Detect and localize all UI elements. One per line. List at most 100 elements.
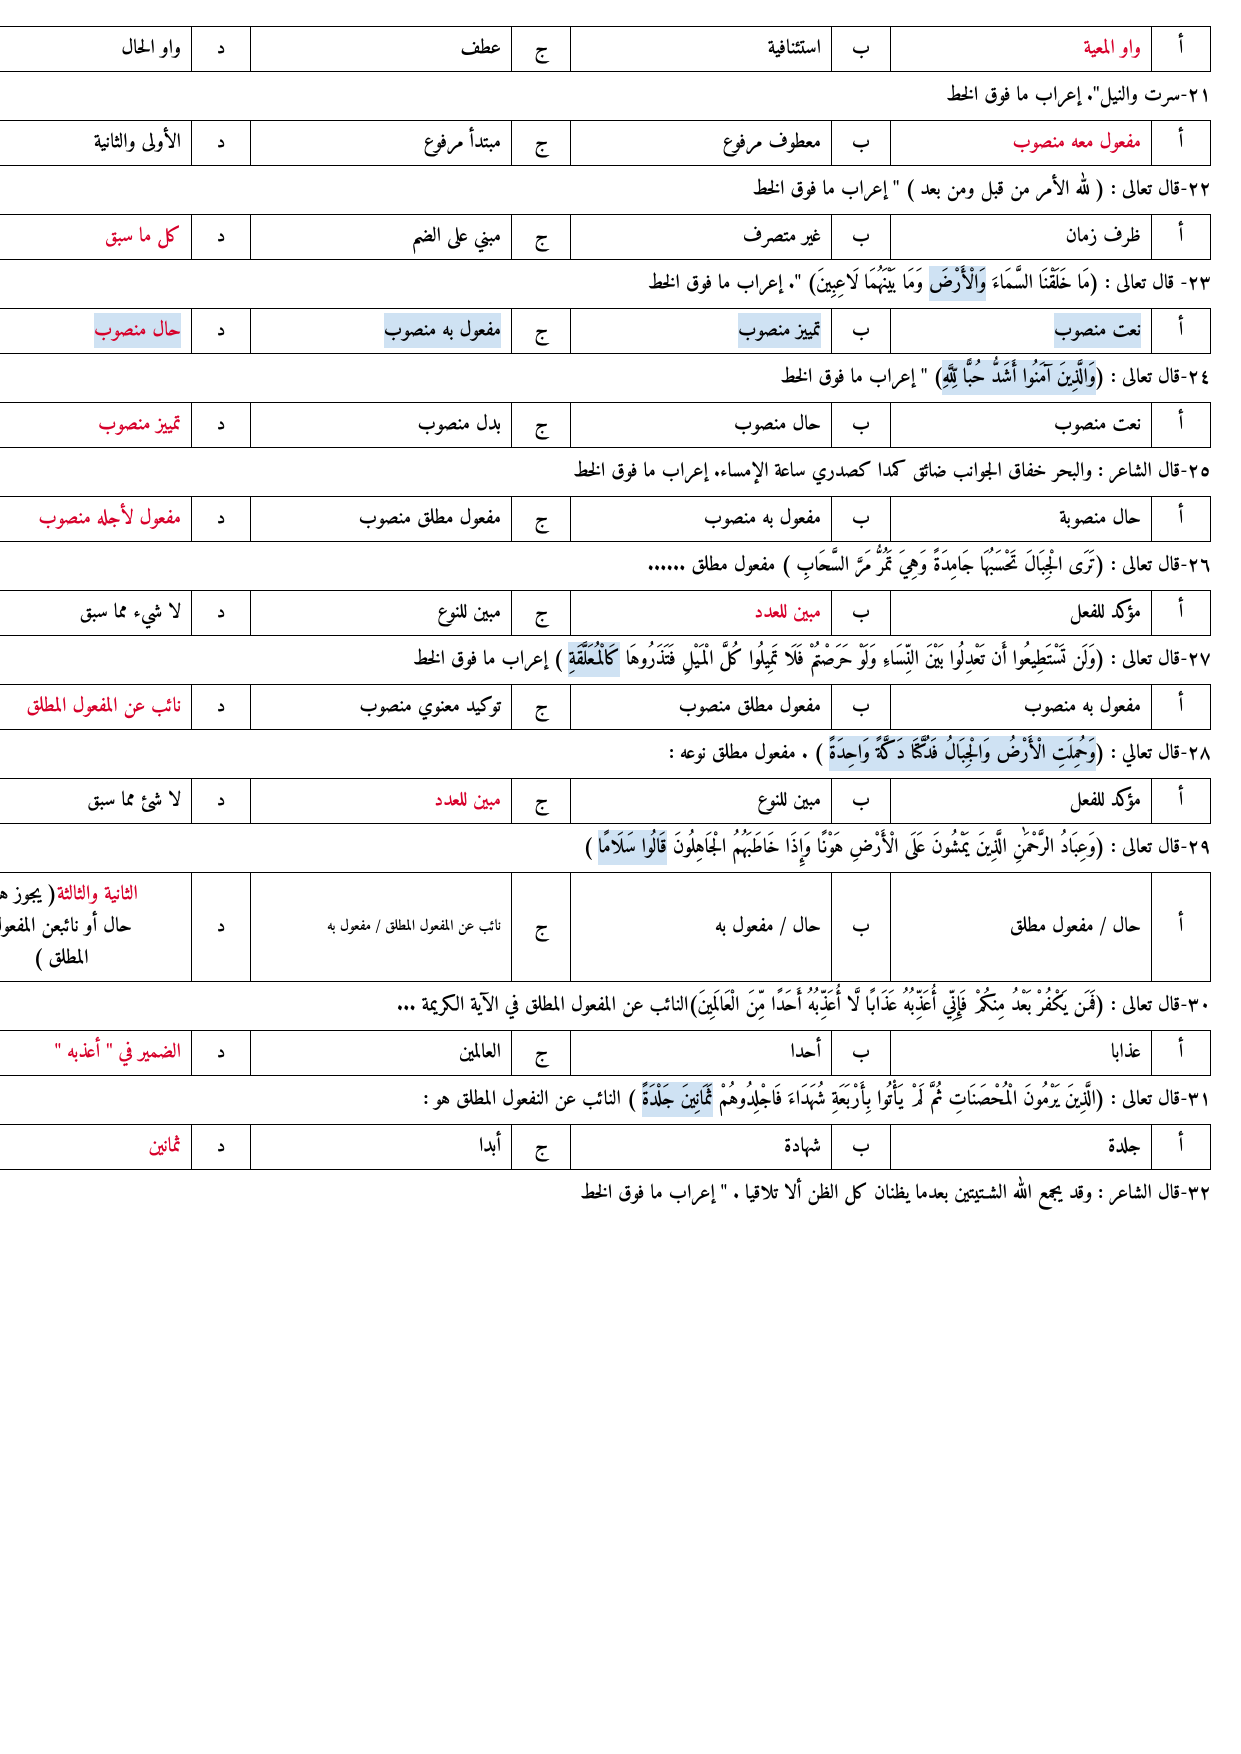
question-prompt: ٢٧-قال تعالى : (وَلَن تَسْتَطِيعُوا أَن … xyxy=(30,642,1211,678)
option-letter: أ xyxy=(1152,1125,1211,1170)
option-text: نعت منصوب xyxy=(891,403,1152,448)
option-letter: أ xyxy=(1152,27,1211,72)
option-text: مفعول به منصوب xyxy=(891,685,1152,730)
option-text: حال / مفعول به xyxy=(571,873,832,982)
option-letter: أ xyxy=(1152,403,1211,448)
option-letter: د xyxy=(192,1031,251,1076)
option-text: نائب عن المفعول المطلق xyxy=(0,685,192,730)
option-letter: د xyxy=(192,685,251,730)
option-letter: ج xyxy=(512,121,571,166)
option-text: مفعول لأجله منصوب xyxy=(0,497,192,542)
option-letter: ب xyxy=(832,121,891,166)
options-row: أواو المعيةباستئنافيةجعطفدواو الحال xyxy=(0,26,1211,72)
option-letter: د xyxy=(192,27,251,72)
option-letter: أ xyxy=(1152,779,1211,824)
option-letter: ب xyxy=(832,685,891,730)
options-row: أنعت منصوببتمييز منصوبجمفعول به منصوبدحا… xyxy=(0,308,1211,354)
option-text: معطوف مرفوع xyxy=(571,121,832,166)
option-text: مفعول معه منصوب xyxy=(891,121,1152,166)
option-text: مفعول مطلق منصوب xyxy=(251,497,512,542)
option-letter: ب xyxy=(832,1031,891,1076)
option-text: الثانية والثالثة( يجوز هوناحال أو نائبعن… xyxy=(0,873,192,982)
option-text: حال / مفعول مطلق xyxy=(891,873,1152,982)
option-letter: أ xyxy=(1152,873,1211,982)
option-text: مبين للعدد xyxy=(251,779,512,824)
option-text: واو الحال xyxy=(0,27,192,72)
option-text: حال منصوبة xyxy=(891,497,1152,542)
option-text: مفعول به منصوب xyxy=(571,497,832,542)
option-letter: ب xyxy=(832,591,891,636)
option-letter: ج xyxy=(512,309,571,354)
option-letter: ج xyxy=(512,873,571,982)
option-text: أحدا xyxy=(571,1031,832,1076)
option-text: أبدا xyxy=(251,1125,512,1170)
options-row: أظرف زمانبغير متصرفجمبني على الضمدكل ما … xyxy=(0,214,1211,260)
options-row: أحال منصوبةبمفعول به منصوبجمفعول مطلق من… xyxy=(0,496,1211,542)
option-letter: د xyxy=(192,873,251,982)
option-text: مبتدأ مرفوع xyxy=(251,121,512,166)
question-prompt: ٢٦-قال تعالى : (تَرَى الْجِبَالَ تَحْسَب… xyxy=(30,548,1211,584)
option-text: الضمير في " أعذبه " xyxy=(0,1031,192,1076)
option-letter: ب xyxy=(832,873,891,982)
option-letter: د xyxy=(192,403,251,448)
option-letter: د xyxy=(192,1125,251,1170)
option-letter: ج xyxy=(512,27,571,72)
option-text: استئنافية xyxy=(571,27,832,72)
option-text: مبني على الضم xyxy=(251,215,512,260)
option-letter: أ xyxy=(1152,685,1211,730)
options-row: أجلدةبشهادةجأبدادثمانين xyxy=(0,1124,1211,1170)
option-letter: أ xyxy=(1152,215,1211,260)
option-text: ظرف زمان xyxy=(891,215,1152,260)
option-letter: ج xyxy=(512,497,571,542)
option-text: نعت منصوب xyxy=(891,309,1152,354)
option-letter: ج xyxy=(512,591,571,636)
option-letter: ج xyxy=(512,779,571,824)
option-letter: ج xyxy=(512,1125,571,1170)
option-letter: أ xyxy=(1152,309,1211,354)
option-letter: ج xyxy=(512,215,571,260)
option-letter: ب xyxy=(832,309,891,354)
options-row: أمفعول به منصوببمفعول مطلق منصوبجتوكيد م… xyxy=(0,684,1211,730)
options-row: أمفعول معه منصوببمعطوف مرفوعجمبتدأ مرفوع… xyxy=(0,120,1211,166)
question-prompt: ٢٢-قال تعالى : ( لله الأمر من قبل ومن بع… xyxy=(30,172,1211,208)
option-text: توكيد معنوي منصوب xyxy=(251,685,512,730)
options-row: أحال / مفعول مطلقبحال / مفعول بهجنائب عن… xyxy=(0,872,1211,982)
question-prompt: ٢٨-قال تعالي : (وَحُمِلَتِ الْأَرْضُ وَا… xyxy=(30,736,1211,772)
option-text: ثمانين xyxy=(0,1125,192,1170)
option-letter: ج xyxy=(512,403,571,448)
option-text: مفعول مطلق منصوب xyxy=(571,685,832,730)
option-letter: د xyxy=(192,497,251,542)
option-text: واو المعية xyxy=(891,27,1152,72)
option-letter: ج xyxy=(512,1031,571,1076)
option-text: نائب عن المفعول المطلق / مفعول به xyxy=(251,873,512,982)
option-letter: أ xyxy=(1152,121,1211,166)
option-letter: ب xyxy=(832,215,891,260)
options-row: أمؤكد للفعلبمبين للعددجمبين للنوعدلا شيء… xyxy=(0,590,1211,636)
question-prompt: ٢٩-قال تعالى : (وَعِبَادُ الرَّحْمَٰنِ ا… xyxy=(30,830,1211,866)
option-letter: د xyxy=(192,121,251,166)
option-text: الأولى والثانية xyxy=(0,121,192,166)
option-text: عطف xyxy=(251,27,512,72)
question-prompt: ٣١-قال تعالى : (الَّذِينَ يَرْمُونَ الْم… xyxy=(30,1082,1211,1118)
question-prompt: ٢٤-قال تعالى : (وَالَّذِينَ آمَنُوا أَشَ… xyxy=(30,360,1211,396)
option-letter: د xyxy=(192,779,251,824)
option-letter: أ xyxy=(1152,1031,1211,1076)
options-row: أنعت منصوببحال منصوبجبدل منصوبدتمييز منص… xyxy=(0,402,1211,448)
option-text: شهادة xyxy=(571,1125,832,1170)
option-text: لا شيء مما سبق xyxy=(0,591,192,636)
question-prompt: ٢١-سرت والنيل". إعراب ما فوق الخط xyxy=(30,78,1211,114)
options-row: أعذابابأحداجالعالميندالضمير في " أعذبه " xyxy=(0,1030,1211,1076)
option-text: حال منصوب xyxy=(0,309,192,354)
option-text: مؤكد للفعل xyxy=(891,591,1152,636)
option-text: كل ما سبق xyxy=(0,215,192,260)
option-letter: ب xyxy=(832,779,891,824)
options-row: أمؤكد للفعلبمبين للنوعجمبين للعدددلا شئ … xyxy=(0,778,1211,824)
option-letter: ج xyxy=(512,685,571,730)
option-text: تمييز منصوب xyxy=(571,309,832,354)
question-prompt: ٣٠-قال تعالى : (فَمَن يَكْفُرْ بَعْدُ مِ… xyxy=(30,988,1211,1024)
option-letter: أ xyxy=(1152,497,1211,542)
option-text: مبين للنوع xyxy=(571,779,832,824)
question-prompt: ٢٣- قال تعالى : (مَا خَلَقْنَا السَّمَاء… xyxy=(30,266,1211,302)
option-text: مبين للنوع xyxy=(251,591,512,636)
option-text: العالمين xyxy=(251,1031,512,1076)
